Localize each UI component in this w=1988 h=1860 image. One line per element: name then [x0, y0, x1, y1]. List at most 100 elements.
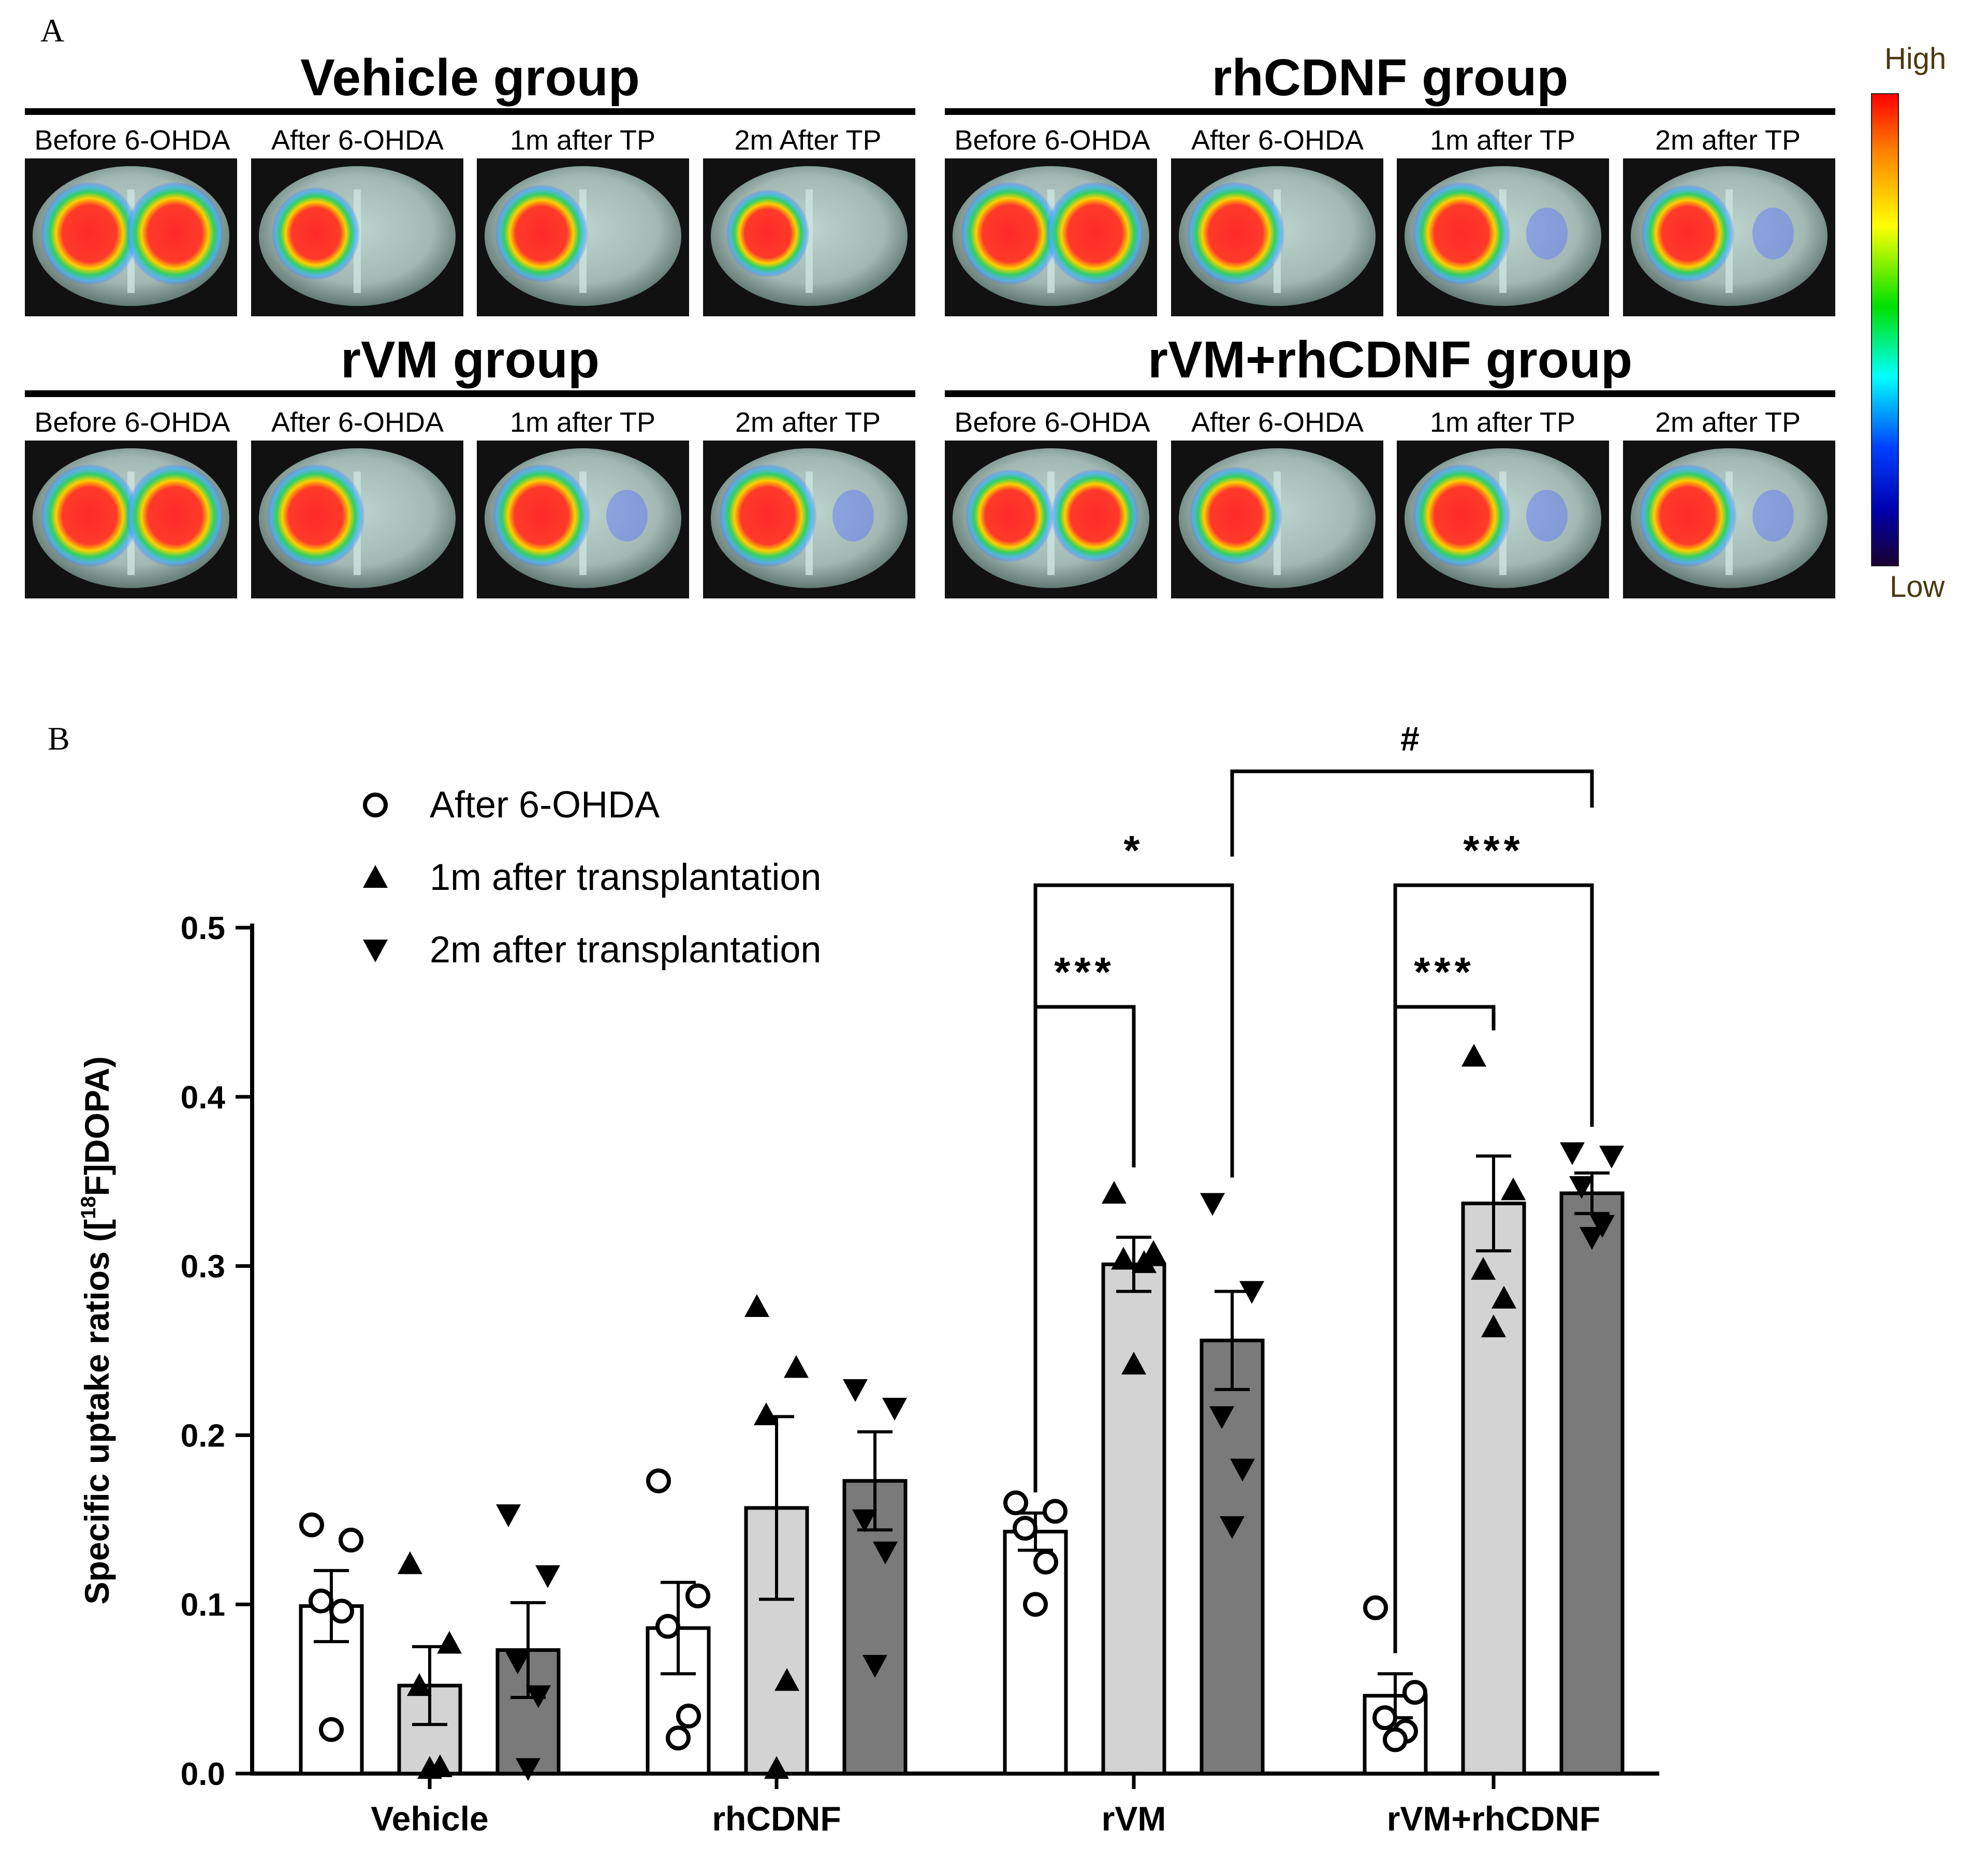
data-point — [1590, 1215, 1615, 1238]
significance-label: *** — [1414, 949, 1474, 995]
y-tick-label: 0.5 — [181, 911, 225, 946]
timepoint-label: After 6-OHDA — [1191, 125, 1364, 156]
data-point — [1580, 1227, 1604, 1250]
data-point — [873, 1541, 898, 1564]
timepoint-label: Before 6-OHDA — [34, 125, 230, 156]
significance-label: *** — [1054, 949, 1115, 995]
timepoint-label: 1m after TP — [1429, 407, 1576, 438]
significance-bracket — [1230, 769, 1594, 857]
timepoint-label: 1m after TP — [509, 125, 656, 156]
data-point — [1013, 1516, 1037, 1541]
group-title: rhCDNF group — [1211, 49, 1569, 107]
pet-scan-image — [477, 441, 690, 598]
timepoint-label: 2m after TP — [1655, 125, 1801, 156]
data-point — [754, 1402, 779, 1426]
y-axis-label: Specific uptake ratios ([18F]DOPA) — [77, 1056, 116, 1604]
bar — [1101, 1262, 1166, 1776]
y-tick-label: 0.2 — [181, 1418, 225, 1454]
data-point — [655, 1614, 680, 1639]
data-point — [1461, 1044, 1486, 1067]
data-point — [1363, 1595, 1388, 1620]
data-point — [744, 1294, 769, 1317]
panel-b-letter: B — [48, 720, 70, 757]
title-rule — [945, 108, 1835, 115]
data-point — [535, 1565, 560, 1588]
timepoint-label: After 6-OHDA — [1191, 407, 1364, 438]
data-point — [1111, 1247, 1136, 1270]
y-tick-label: 0.3 — [181, 1249, 225, 1285]
colorbar — [1871, 93, 1899, 566]
data-point — [1402, 1680, 1427, 1705]
x-tick-label: rVM+rhCDNF — [1387, 1799, 1601, 1838]
timepoint-label: 2m after TP — [735, 407, 881, 438]
data-point — [764, 1756, 789, 1779]
data-point — [676, 1703, 701, 1729]
data-point — [407, 1673, 432, 1696]
data-point — [1492, 1285, 1516, 1309]
timepoint-label: Before 6-OHDA — [954, 407, 1150, 438]
timepoint-label: 1m after TP — [1429, 125, 1576, 156]
bar — [1461, 1202, 1526, 1776]
data-point — [516, 1758, 540, 1781]
bar — [1559, 1191, 1625, 1776]
data-point — [1230, 1458, 1255, 1482]
group-title: rVM group — [341, 331, 600, 389]
y-tick-label: 0.1 — [181, 1587, 225, 1623]
title-rule — [25, 390, 915, 397]
data-point — [1033, 1549, 1058, 1575]
data-point — [309, 1588, 333, 1614]
legend-marker — [363, 865, 388, 888]
data-point — [339, 1528, 363, 1553]
data-point — [1209, 1406, 1234, 1429]
vehicle-group-panel: Vehicle group Before 6-OHDA After 6-OHDA… — [25, 49, 915, 316]
pet-scan-image — [945, 441, 1157, 598]
data-point — [1102, 1181, 1127, 1204]
y-tick-label: 0.0 — [181, 1756, 225, 1792]
data-point — [1023, 1592, 1048, 1617]
data-point — [1481, 1314, 1506, 1338]
data-point — [1372, 1705, 1397, 1731]
data-point — [398, 1551, 422, 1574]
legend-marker — [363, 940, 388, 962]
significance-label: * — [1123, 827, 1144, 873]
data-point — [496, 1504, 521, 1527]
legend-label: 2m after transplantation — [430, 929, 821, 971]
pet-scan-image — [1397, 441, 1610, 598]
legend-marker — [363, 793, 388, 817]
data-point — [437, 1631, 462, 1654]
group-title: rVM+rhCDNF group — [1147, 331, 1633, 389]
colorbar-low-label: Low — [1890, 570, 1945, 604]
data-point — [1003, 1490, 1028, 1516]
title-rule — [25, 108, 915, 115]
pet-scan-image — [1622, 158, 1835, 316]
pet-scan-image — [945, 158, 1157, 316]
pet-scan-image — [251, 158, 463, 316]
rvm-rhcdnf-group-panel: rVM+rhCDNF group Before 6-OHDA After 6-O… — [945, 331, 1835, 598]
data-point — [784, 1355, 809, 1378]
rhcdnf-group-panel: rhCDNF group Before 6-OHDA After 6-OHDA … — [945, 49, 1835, 316]
significance-bracket — [1033, 883, 1234, 1492]
data-point — [1043, 1499, 1068, 1524]
data-point — [319, 1717, 344, 1742]
legend-label: 1m after transplantation — [430, 857, 821, 898]
pet-scan-image — [703, 441, 915, 598]
pet-scan-image — [703, 158, 915, 316]
data-point — [1121, 1352, 1146, 1375]
panel-a-letter: A — [40, 12, 65, 49]
group-title: Vehicle group — [300, 49, 640, 107]
pet-scan-image — [251, 441, 463, 598]
data-point — [1239, 1281, 1264, 1304]
data-point — [329, 1599, 354, 1624]
pet-scan-image — [1171, 441, 1383, 598]
timepoint-label: 2m after TP — [1655, 407, 1801, 438]
pet-scan-image — [25, 158, 237, 316]
data-point — [1569, 1176, 1594, 1199]
timepoint-label: After 6-OHDA — [271, 125, 444, 156]
timepoint-label: Before 6-OHDA — [34, 407, 230, 438]
data-point — [863, 1654, 887, 1678]
colorbar-high-label: High — [1884, 42, 1947, 76]
data-point — [843, 1379, 868, 1402]
data-point — [526, 1685, 551, 1708]
bar — [1200, 1338, 1265, 1776]
pet-scan-image — [1622, 441, 1835, 598]
